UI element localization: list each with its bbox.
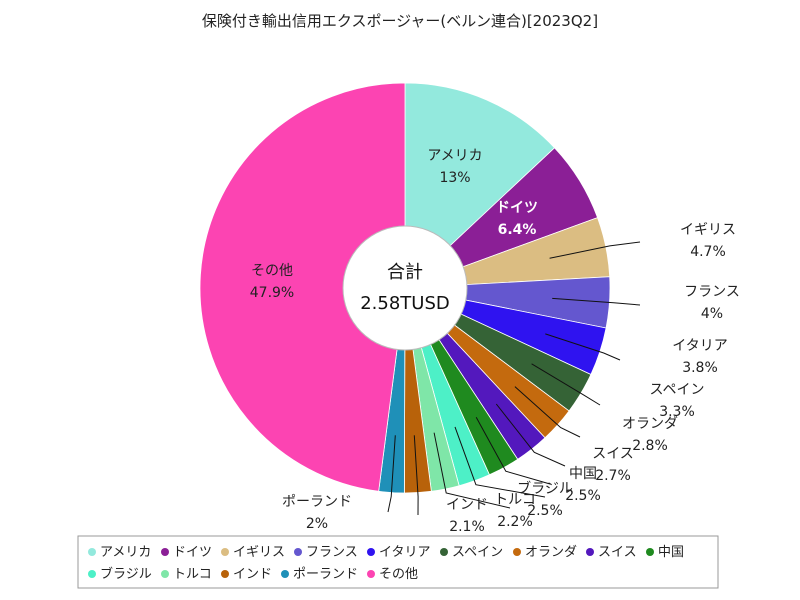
leader-line xyxy=(475,417,551,485)
slice-value-label: 2% xyxy=(306,516,328,532)
leader-line xyxy=(495,403,566,467)
legend-marker xyxy=(294,548,302,556)
leader-line xyxy=(413,435,419,516)
legend-marker xyxy=(88,570,96,578)
pie-slice xyxy=(404,82,556,289)
slice-value-label: 2.5% xyxy=(527,503,563,519)
slice-name-label: イギリス xyxy=(680,222,736,238)
slice-value-label: 2.8% xyxy=(632,438,668,454)
slice-value-label: 3.8% xyxy=(682,360,718,376)
legend-marker xyxy=(221,570,229,578)
leader-line xyxy=(514,386,581,438)
leader-line xyxy=(531,363,601,406)
legend-marker xyxy=(161,570,169,578)
legend-item-label: スイス xyxy=(598,545,637,560)
legend-item-label: オランダ xyxy=(525,545,577,560)
legend-marker xyxy=(367,570,375,578)
legend-marker xyxy=(646,548,654,556)
leader-line xyxy=(545,333,621,361)
center-label: 合計 xyxy=(387,262,423,283)
legend-marker xyxy=(281,570,289,578)
pie-slice xyxy=(199,82,406,492)
slice-name-label: インド xyxy=(446,497,488,513)
chart-title: 保険付き輸出信用エクスポージャー(ベルン連合)[2023Q2] xyxy=(202,12,598,30)
slice-name-label: 中国 xyxy=(569,466,597,482)
legend-marker xyxy=(221,548,229,556)
slice-value-label: 2.1% xyxy=(449,519,485,535)
center-hole xyxy=(342,225,468,351)
leader-line xyxy=(433,432,511,509)
slice-value-label: 13% xyxy=(439,170,470,186)
legend-item-label: アメリカ xyxy=(100,545,151,560)
slice-value-label: 4% xyxy=(701,306,723,322)
leader-line xyxy=(549,241,641,259)
center-value: 2.58TUSD xyxy=(360,293,450,314)
slice-value-label: 47.9% xyxy=(250,285,294,301)
slice-labels: アメリカ 13% ドイツ 6.4% イギリス 4.7% フランス 4% イタリア 3.8% スペイン… xyxy=(250,148,740,535)
legend-item-label: その他 xyxy=(379,567,418,582)
leader-line xyxy=(552,297,641,306)
slice-name-label: スペイン xyxy=(649,382,704,398)
legend-item-label: フランス xyxy=(306,545,358,560)
legend-item-label: ポーランド xyxy=(293,567,358,582)
legend-item-label: インド xyxy=(233,567,272,582)
legend-item-label: ブラジル xyxy=(100,566,152,582)
slice-value-label: 3.3% xyxy=(659,404,695,420)
slice-value-label: 2.7% xyxy=(595,468,631,484)
slice-value-label: 6.4% xyxy=(498,222,537,238)
legend-item-label: スペイン xyxy=(452,545,503,560)
leader-lines xyxy=(387,241,641,516)
slice-name-label: トルコ xyxy=(494,492,536,508)
legend-marker xyxy=(586,548,594,556)
legend-item-label: イギリス xyxy=(233,545,285,560)
legend-marker xyxy=(367,548,375,556)
legend-marker xyxy=(88,548,96,556)
legend-item-label: ドイツ xyxy=(173,545,212,560)
legend-marker xyxy=(513,548,521,556)
legend-marker xyxy=(440,548,448,556)
leader-line xyxy=(387,435,396,513)
legend-box xyxy=(77,535,719,589)
legend-item-label: トルコ xyxy=(173,567,212,582)
slice-name-label: オランダ xyxy=(622,416,678,432)
slice-value-label: 4.7% xyxy=(690,244,726,260)
legend-item-label: 中国 xyxy=(658,545,684,560)
slice-name-label: ドイツ xyxy=(496,200,538,216)
slice-name-label: ポーランド xyxy=(282,494,352,510)
legend-item-label: イタリア xyxy=(379,545,430,560)
slice-name-label: その他 xyxy=(251,263,293,279)
slice-name-label: イタリア xyxy=(672,338,727,354)
slice-name-label: フランス xyxy=(684,284,740,300)
slice-value-label: 2.5% xyxy=(565,488,601,504)
slice-name-label: スイス xyxy=(592,446,634,462)
leader-line xyxy=(454,426,546,498)
slice-name-label: アメリカ xyxy=(427,148,482,164)
slice-name-label: ブラジル xyxy=(517,480,573,497)
legend-marker xyxy=(161,548,169,556)
slice-value-label: 2.2% xyxy=(497,514,533,530)
